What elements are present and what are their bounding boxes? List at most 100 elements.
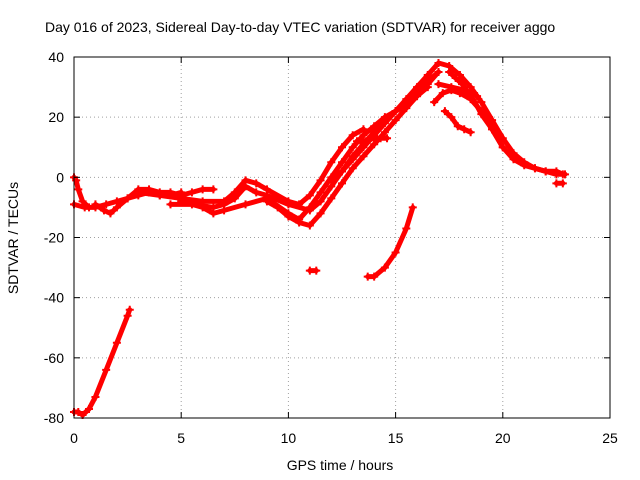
data-point bbox=[440, 107, 449, 116]
data-point bbox=[295, 218, 304, 227]
data-point bbox=[438, 89, 447, 98]
data-point bbox=[252, 188, 261, 197]
x-tick-label: 10 bbox=[281, 430, 297, 446]
data-point bbox=[125, 305, 134, 314]
data-point bbox=[498, 143, 507, 152]
x-tick-label: 20 bbox=[495, 430, 511, 446]
data-point bbox=[453, 122, 462, 131]
data-point bbox=[198, 203, 207, 212]
data-point bbox=[305, 203, 314, 212]
data-point bbox=[102, 365, 111, 374]
data-point bbox=[106, 209, 115, 218]
y-tick-label: -20 bbox=[44, 230, 64, 246]
data-point bbox=[380, 119, 389, 128]
data-point bbox=[552, 167, 561, 176]
x-tick-label: 25 bbox=[602, 430, 618, 446]
data-point bbox=[359, 152, 368, 161]
data-point bbox=[74, 185, 83, 194]
series-arc-14 bbox=[552, 179, 567, 188]
data-point bbox=[473, 92, 482, 101]
data-point bbox=[451, 74, 460, 83]
data-point bbox=[359, 131, 368, 140]
data-point bbox=[123, 194, 132, 203]
data-point bbox=[327, 194, 336, 203]
data-point bbox=[391, 248, 400, 257]
data-point bbox=[413, 92, 422, 101]
x-tick-label: 5 bbox=[177, 430, 185, 446]
series-arc-15 bbox=[70, 305, 134, 419]
data-point bbox=[380, 263, 389, 272]
x-axis-label: GPS time / hours bbox=[287, 457, 394, 473]
data-point bbox=[316, 197, 325, 206]
data-point bbox=[166, 200, 175, 209]
data-point bbox=[80, 203, 89, 212]
data-point bbox=[305, 191, 314, 200]
data-point bbox=[423, 80, 432, 89]
chart-title: Day 016 of 2023, Sidereal Day-to-day VTE… bbox=[45, 19, 555, 35]
data-point bbox=[123, 311, 132, 320]
data-point bbox=[391, 107, 400, 116]
data-point bbox=[460, 86, 469, 95]
data-point bbox=[177, 197, 186, 206]
data-point bbox=[445, 68, 454, 77]
data-point bbox=[434, 68, 443, 77]
data-point bbox=[338, 179, 346, 188]
series-arc-16 bbox=[305, 266, 321, 275]
data-point bbox=[477, 110, 486, 119]
data-point bbox=[361, 137, 370, 146]
data-point bbox=[402, 95, 411, 104]
data-point bbox=[383, 134, 392, 143]
data-point bbox=[187, 188, 196, 197]
data-point bbox=[509, 155, 518, 164]
data-point bbox=[488, 125, 497, 134]
data-point bbox=[370, 272, 379, 281]
x-tick-label: 15 bbox=[388, 430, 404, 446]
data-point bbox=[305, 221, 314, 230]
x-axis-ticks: 0 5 10 15 20 25 bbox=[70, 57, 618, 446]
data-point bbox=[380, 128, 389, 137]
data-point bbox=[348, 155, 357, 164]
data-point bbox=[338, 158, 346, 167]
data-point bbox=[520, 161, 529, 170]
data-point bbox=[209, 185, 218, 194]
data-point bbox=[155, 191, 164, 200]
data-series bbox=[70, 59, 569, 419]
data-point bbox=[209, 209, 218, 218]
data-point bbox=[112, 338, 121, 347]
data-point bbox=[408, 203, 417, 212]
data-point bbox=[230, 194, 239, 203]
data-point bbox=[460, 125, 469, 134]
data-point bbox=[541, 167, 550, 176]
data-point bbox=[241, 182, 250, 191]
data-point bbox=[338, 167, 346, 176]
data-point bbox=[220, 206, 229, 215]
series-line bbox=[436, 81, 480, 99]
data-point bbox=[112, 203, 121, 212]
data-point bbox=[455, 71, 464, 80]
data-point bbox=[134, 188, 143, 197]
data-point bbox=[558, 170, 567, 179]
data-point bbox=[466, 128, 475, 137]
y-tick-label: 20 bbox=[48, 109, 64, 125]
data-point bbox=[273, 203, 282, 212]
data-point bbox=[198, 185, 207, 194]
data-point bbox=[316, 188, 325, 197]
series-arc-17 bbox=[363, 203, 417, 281]
data-point bbox=[470, 98, 479, 107]
series-arc-11 bbox=[434, 80, 482, 101]
data-point bbox=[316, 209, 325, 218]
y-axis-ticks: -80 -60 -40 -20 0 20 40 bbox=[44, 49, 610, 426]
data-point bbox=[102, 200, 111, 209]
data-point bbox=[423, 71, 432, 80]
data-point bbox=[241, 200, 250, 209]
data-point bbox=[338, 143, 346, 152]
data-point bbox=[430, 98, 439, 107]
data-point bbox=[327, 176, 336, 185]
data-point bbox=[353, 137, 362, 146]
y-axis-label: SDTVAR / TECUs bbox=[5, 182, 21, 294]
data-point bbox=[530, 164, 539, 173]
data-point bbox=[348, 143, 357, 152]
data-point bbox=[466, 83, 475, 92]
